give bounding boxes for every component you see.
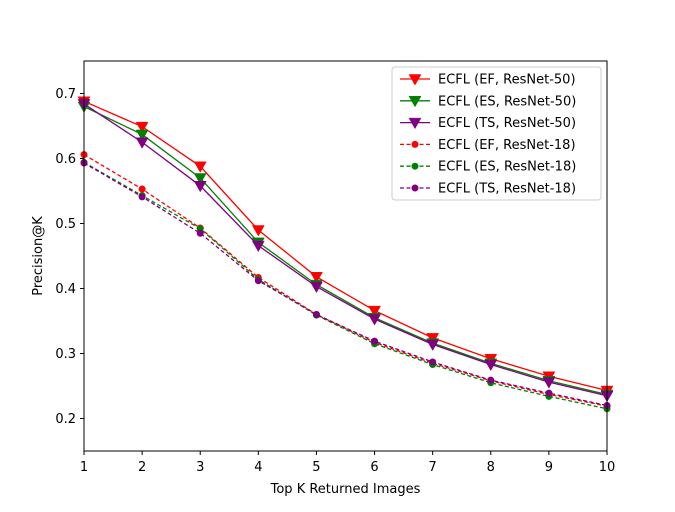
x-tick-label: 1 <box>80 460 88 475</box>
series-line <box>83 162 608 407</box>
legend-entry: ECFL (TS, ResNet-50) <box>400 116 576 131</box>
legend-label: ECFL (EF, ResNet-18) <box>438 138 576 153</box>
legend-entry: ECFL (EF, ResNet-18) <box>400 138 576 153</box>
x-tick-label: 6 <box>370 460 378 475</box>
data-point <box>426 339 440 351</box>
series-line <box>83 100 608 392</box>
data-point <box>542 377 556 389</box>
data-point <box>310 281 323 294</box>
data-point <box>251 240 265 253</box>
x-tick-label: 3 <box>196 460 204 475</box>
data-point <box>135 137 149 149</box>
legend: ECFL (EF, ResNet-50) ECFL (ES, ResNet-50)… <box>391 66 602 201</box>
legend-marker <box>408 96 422 108</box>
x-tick-label: 4 <box>254 460 262 475</box>
data-point <box>487 376 495 384</box>
legend-marker <box>408 74 422 86</box>
x-tick-label: 8 <box>487 460 495 475</box>
data-point <box>484 359 498 372</box>
y-tick-label: 0.5 <box>55 217 76 232</box>
data-point <box>368 305 381 318</box>
legend-marker <box>408 117 422 130</box>
legend-marker <box>411 184 419 192</box>
data-point <box>429 358 437 366</box>
data-point <box>254 277 262 285</box>
y-tick-label: 0.2 <box>55 412 76 427</box>
data-point <box>312 311 320 318</box>
y-axis-label: Precision@K <box>31 216 46 296</box>
y-tick-label: 0.7 <box>55 87 76 102</box>
x-axis-ticks: 1 2 3 4 5 6 7 8 9 10 <box>80 451 615 475</box>
data-point <box>138 185 146 193</box>
legend-label: ECFL (ES, ResNet-18) <box>438 160 576 175</box>
legend-entry: ECFL (ES, ResNet-18) <box>400 160 576 175</box>
data-point <box>193 173 207 185</box>
legend-marker <box>411 162 419 170</box>
series-line <box>83 103 608 397</box>
x-tick-label: 5 <box>312 460 320 475</box>
legend-label: ECFL (ES, ResNet-50) <box>438 94 576 109</box>
data-point <box>135 121 149 134</box>
data-point <box>545 389 553 397</box>
series-line <box>83 154 608 407</box>
x-tick-label: 10 <box>599 460 616 475</box>
series-line <box>83 161 608 410</box>
series-line <box>83 105 608 396</box>
series-6 <box>80 159 611 409</box>
x-axis-label: Top K Returned Images <box>270 482 421 497</box>
x-tick-label: 9 <box>545 460 553 475</box>
legend-box <box>391 66 602 201</box>
y-axis-ticks: 0.2 0.3 0.4 0.5 0.6 0.7 <box>55 87 84 427</box>
data-point <box>193 161 207 173</box>
legend-entry: ECFL (ES, ResNet-50) <box>400 94 576 109</box>
data-point <box>135 129 149 141</box>
data-point <box>196 229 204 237</box>
data-point <box>368 314 381 326</box>
legend-label: ECFL (TS, ResNet-18) <box>438 182 576 197</box>
plot-frame <box>83 60 608 452</box>
y-tick-label: 0.4 <box>55 282 76 297</box>
y-tick-label: 0.6 <box>55 152 76 167</box>
data-point <box>251 225 265 237</box>
legend-entry: ECFL (TS, ResNet-18) <box>400 182 576 197</box>
data-point <box>138 193 146 201</box>
legend-entry: ECFL (EF, ResNet-50) <box>400 73 576 88</box>
x-tick-label: 7 <box>429 460 437 475</box>
data-point <box>310 272 323 284</box>
y-tick-label: 0.3 <box>55 347 76 362</box>
plot-series-group <box>77 96 614 413</box>
data-point <box>371 337 379 345</box>
legend-label: ECFL (TS, ResNet-50) <box>438 116 576 131</box>
x-tick-label: 2 <box>138 460 146 475</box>
legend-label: ECFL (EF, ResNet-50) <box>438 73 576 88</box>
data-point <box>193 181 207 193</box>
legend-marker <box>411 140 419 148</box>
